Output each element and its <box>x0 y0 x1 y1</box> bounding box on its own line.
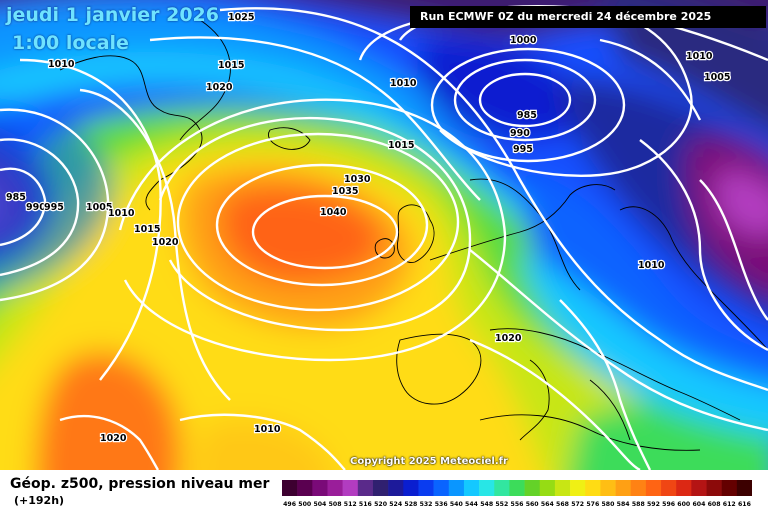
legend-swatch <box>676 480 692 496</box>
legend-tick-label: 504 <box>313 501 327 508</box>
isobar-label: 1010 <box>48 59 75 70</box>
legend-tick-label: 556 <box>511 501 524 508</box>
isobar-label: 1010 <box>108 208 135 219</box>
isobar-label: 985 <box>6 192 26 203</box>
isobar-label: 1010 <box>390 78 417 89</box>
isobar-label: 1010 <box>638 260 665 271</box>
isobar-label: 990 <box>510 128 530 139</box>
isobar-label: 1015 <box>388 140 414 151</box>
forecast-time: 1:00 locale <box>12 32 129 54</box>
isobar-label: 1005 <box>704 72 730 83</box>
legend-swatch <box>645 480 662 496</box>
isobar-label: 1010 <box>686 51 713 62</box>
legend-tick-label: 612 <box>723 501 736 508</box>
legend-tick-label: 528 <box>404 501 417 508</box>
legend-tick-label: 616 <box>738 501 751 508</box>
legend-swatch <box>615 480 632 496</box>
legend-swatch <box>282 480 298 496</box>
legend-swatch <box>342 480 359 496</box>
isobar-label: 1000 <box>510 35 537 46</box>
legend-tick-label: 496 <box>283 501 296 508</box>
legend-tick-label: 552 <box>495 501 508 508</box>
forecast-offset: (+192h) <box>14 494 65 507</box>
legend-tick-label: 588 <box>632 501 645 508</box>
legend-tick-label: 520 <box>374 501 388 508</box>
isobar-label: 1040 <box>320 207 347 218</box>
legend-tick-label: 600 <box>677 501 691 508</box>
forecast-date: jeudi 1 janvier 2026 <box>6 4 219 26</box>
legend-swatch <box>494 480 510 496</box>
legend-swatch <box>418 480 434 496</box>
legend-tick-label: 564 <box>541 501 555 508</box>
legend-tick-label: 516 <box>359 501 372 508</box>
legend-swatch <box>524 480 541 496</box>
legend-tick-label: 544 <box>465 501 479 508</box>
legend-swatch <box>721 480 738 496</box>
legend-swatch <box>357 480 374 496</box>
legend-swatch <box>479 480 495 496</box>
isobar-label: 1020 <box>206 82 233 93</box>
legend-tick-label: 524 <box>389 501 403 508</box>
run-banner: Run ECMWF 0Z du mercredi 24 décembre 202… <box>410 6 766 28</box>
legend-swatch <box>736 480 752 496</box>
color-legend: 496 500 504 508 512 516 520 524 528 532 536 540 544 5… <box>282 480 752 508</box>
legend-swatch <box>570 480 586 496</box>
isobar-label: 1010 <box>254 424 281 435</box>
legend-swatch <box>691 480 707 496</box>
legend-tick-label: 596 <box>662 501 675 508</box>
legend-swatch <box>327 480 343 496</box>
legend-swatch <box>312 480 328 496</box>
isobar-label: 1025 <box>228 12 254 23</box>
legend-tick-label: 500 <box>298 501 312 508</box>
isobar-label: 1020 <box>100 433 127 444</box>
legend-swatch <box>403 480 419 496</box>
legend-swatch <box>600 480 616 496</box>
map-title: Géop. z500, pression niveau mer <box>10 476 270 492</box>
isobar-label: 1005 <box>86 202 112 213</box>
isobar-label: 1030 <box>344 174 371 185</box>
legend-swatch <box>585 480 601 496</box>
legend-tick-label: 572 <box>571 501 584 508</box>
legend-swatch <box>630 480 647 496</box>
legend-tick-label: 532 <box>420 501 433 508</box>
legend-swatch <box>297 480 313 496</box>
isobar-label: 1035 <box>332 186 358 197</box>
legend-swatch <box>463 480 480 496</box>
legend-swatch <box>554 480 571 496</box>
legend-tick-label: 540 <box>450 501 464 508</box>
legend-swatch <box>509 480 525 496</box>
weather-map: 1025 1000 1010 1005 1015 1020 985 990 99… <box>0 0 768 470</box>
legend-swatch <box>388 480 404 496</box>
legend-tick-label: 560 <box>526 501 540 508</box>
isobar-label: 1015 <box>218 60 244 71</box>
copyright-text: Copyright 2025 Meteociel.fr <box>350 456 508 467</box>
legend-swatch <box>661 480 677 496</box>
legend-tick-label: 608 <box>708 501 721 508</box>
legend-tick-label: 536 <box>435 501 448 508</box>
isobar-label: 995 <box>513 144 533 155</box>
legend-swatch <box>372 480 389 496</box>
legend-tick-label: 568 <box>556 501 569 508</box>
legend-tick-label: 548 <box>480 501 493 508</box>
legend-tick-label: 576 <box>586 501 599 508</box>
legend-tick-label: 584 <box>617 501 631 508</box>
isobar-label: 985 <box>517 110 537 121</box>
legend-tick-label: 580 <box>602 501 616 508</box>
isobar-labels: 1025 1000 1010 1005 1015 1020 985 990 99… <box>5 11 732 445</box>
coastlines <box>59 19 768 451</box>
isobar-label: 995 <box>44 202 64 213</box>
isobar-label: 1015 <box>134 224 160 235</box>
legend-swatch <box>448 480 465 496</box>
isobar-label: 1020 <box>152 237 179 248</box>
legend-swatch <box>433 480 450 496</box>
legend-tick-label: 604 <box>692 501 706 508</box>
isobar-label: 990 <box>26 202 46 213</box>
legend-tick-label: 508 <box>329 501 342 508</box>
legend-tick-label: 592 <box>647 501 660 508</box>
legend-tick-label: 512 <box>344 501 357 508</box>
geopotential-field <box>0 0 768 470</box>
legend-swatch <box>539 480 556 496</box>
legend-swatch <box>706 480 722 496</box>
isobar-label: 1020 <box>495 333 522 344</box>
